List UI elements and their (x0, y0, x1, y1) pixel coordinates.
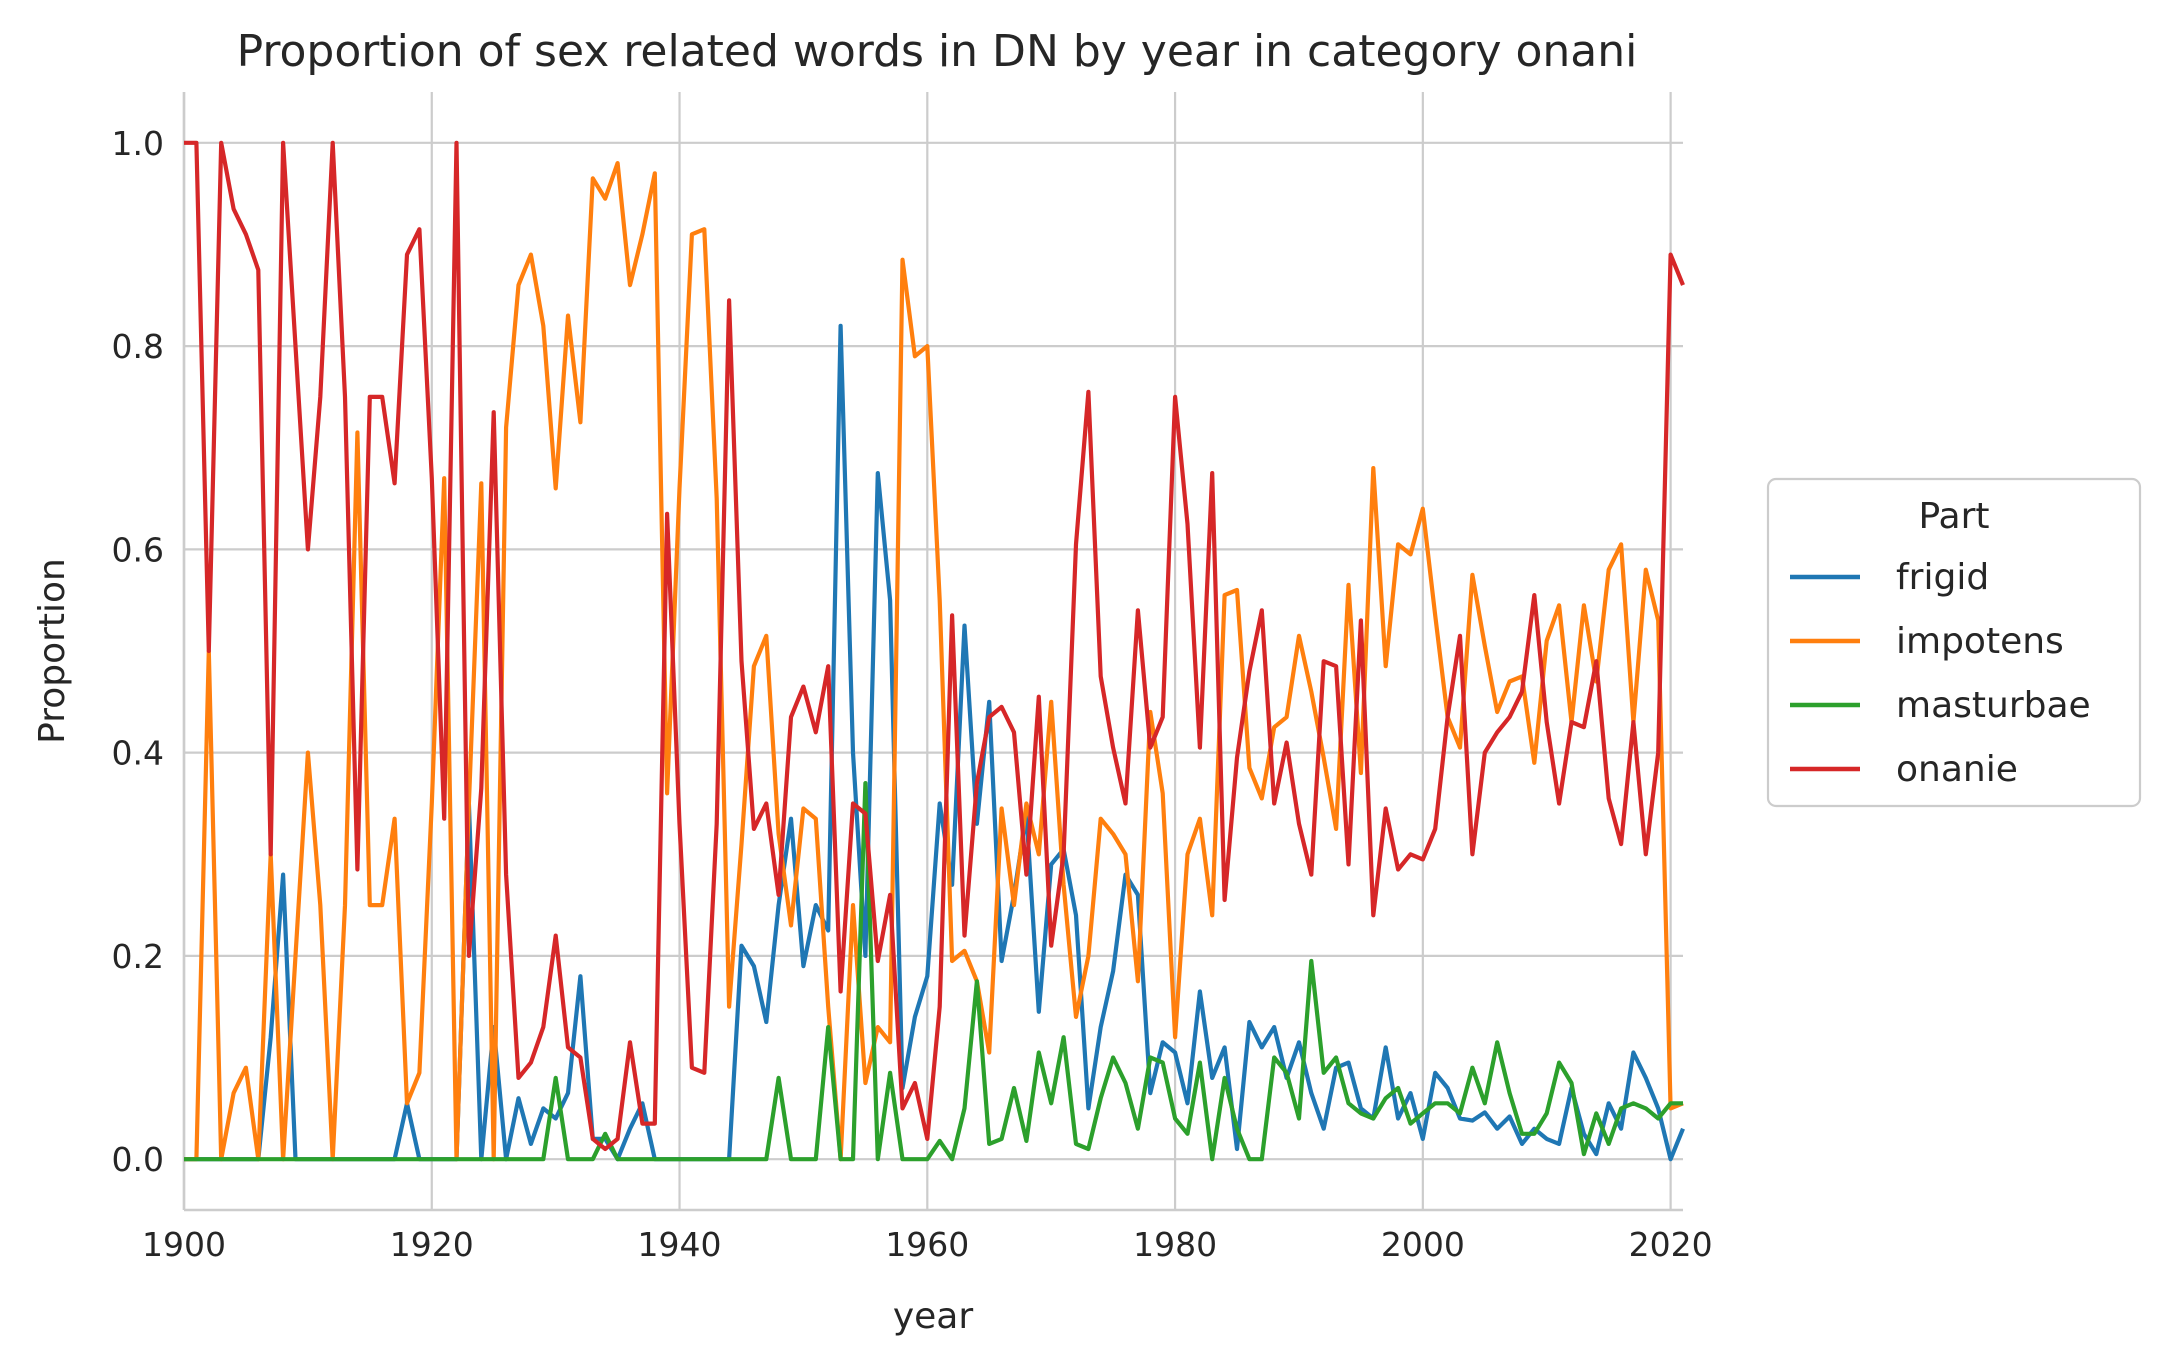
x-tick-label: 2000 (1381, 1225, 1465, 1264)
legend-title: Part (1918, 496, 1989, 537)
chart-title: Proportion of sex related words in DN by… (237, 26, 1638, 77)
legend-label-onanie: onanie (1896, 749, 2018, 790)
y-tick-label: 0.6 (112, 530, 164, 569)
legend-label-frigid: frigid (1896, 557, 1989, 598)
x-tick-label: 1980 (1133, 1225, 1217, 1264)
series-line-onanie (184, 140, 1685, 1152)
y-tick-label: 0.4 (112, 734, 164, 773)
tick-labels: 1900 1920 1940 1960 1980 2000 2020 0.0 0.2 0.4 0.6… (112, 124, 1713, 1264)
x-tick-label: 1900 (142, 1225, 226, 1264)
x-tick-label: 1940 (638, 1225, 722, 1264)
legend-frame (1766, 477, 2142, 808)
legend-label-masturbae: masturbae (1896, 685, 2091, 726)
x-tick-label: 2020 (1629, 1225, 1713, 1264)
legend: Part frigid impotens masturbae onanie (1766, 477, 2142, 808)
x-tick-label: 1960 (885, 1225, 969, 1264)
x-axis-label: year (893, 1296, 974, 1337)
series-line-impotens (184, 161, 1684, 1162)
y-tick-label: 0.8 (112, 327, 164, 366)
legend-items: frigid impotens masturbae onanie (1790, 557, 2091, 790)
y-tick-label: 0.2 (112, 937, 164, 976)
y-tick-label: 0.0 (112, 1140, 164, 1179)
y-axis-label: Proportion (32, 558, 73, 744)
y-tick-label: 1.0 (112, 124, 164, 163)
legend-label-impotens: impotens (1896, 621, 2064, 662)
x-tick-label: 1920 (390, 1225, 474, 1264)
series-line-masturbae (184, 781, 1683, 1162)
series-lines (184, 140, 1685, 1162)
